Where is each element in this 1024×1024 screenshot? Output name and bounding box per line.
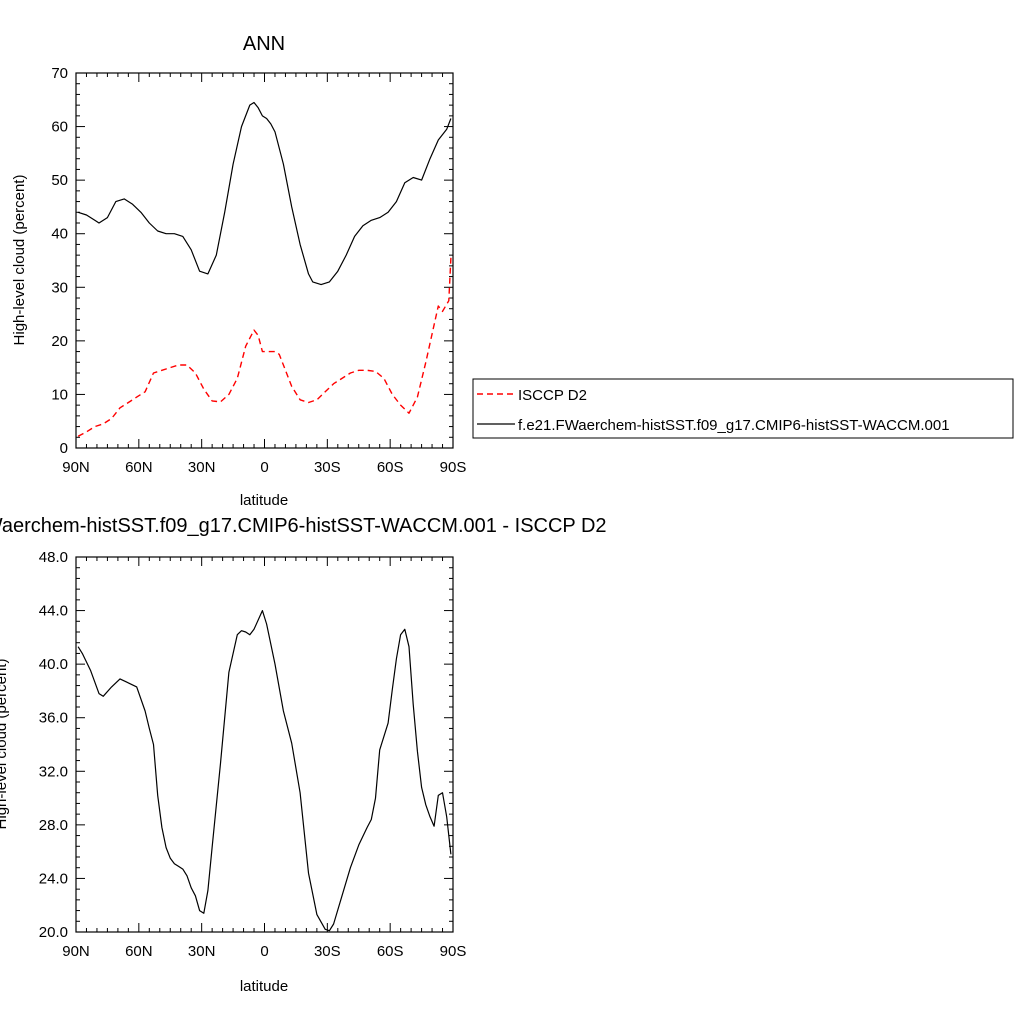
y-tick-label: 28.0 [39,817,68,834]
series-line-0 [77,257,452,437]
x-tick-label: 90N [62,459,90,476]
top-panel-y-axis-label: High-level cloud (percent) [11,175,28,346]
x-tick-label: 60N [125,943,153,960]
x-tick-label: 0 [260,459,268,476]
top-panel-plot-frame [75,72,454,449]
y-tick-label: 24.0 [39,870,68,887]
x-tick-label: 60S [377,943,404,960]
y-tick-label: 0 [60,440,68,457]
y-tick-label: 10 [51,386,68,403]
y-tick-label: 20 [51,333,68,350]
x-tick-label: 0 [260,943,268,960]
bottom-panel-x-axis-label: latitude [240,978,288,995]
x-tick-label: 30N [188,943,216,960]
x-tick-label: 60S [377,459,404,476]
y-tick-label: 40 [51,226,68,243]
y-tick-label: 44.0 [39,603,68,620]
bottom-panel-y-axis-label: High-level cloud (percent) [0,659,10,830]
series-line-0 [77,609,452,932]
y-tick-label: 32.0 [39,763,68,780]
bottom-panel-plot-frame [75,556,454,933]
y-tick-label: 50 [51,172,68,189]
x-tick-label: 60N [125,459,153,476]
y-tick-label: 48.0 [39,549,68,566]
series-line-1 [77,101,452,286]
top-panel-x-axis-label: latitude [240,492,288,509]
x-tick-label: 90S [440,943,467,960]
x-tick-label: 30S [314,943,341,960]
y-tick-label: 40.0 [39,656,68,673]
x-tick-label: 90S [440,459,467,476]
top-panel: ANN 90N 60N 30N 0 30S 60S 90S 0 10 20 30 40 50 60 70 l… [11,33,466,509]
top-panel-series [77,101,452,437]
y-tick-label: 30 [51,279,68,296]
legend-label-isccp: ISCCP D2 [518,387,587,404]
bottom-panel: f.e21.FWaerchem-histSST.f09_g17.CMIP6-hi… [0,515,607,995]
bottom-panel-ticks: 90N 60N 30N 0 30S 60S 90S 20.0 24.0 28.0 32.0 36.0 4… [39,549,467,960]
y-tick-label: 20.0 [39,924,68,941]
legend: ISCCP D2 f.e21.FWaerchem-histSST.f09_g17… [472,378,1014,439]
top-panel-title: ANN [243,33,285,55]
legend-label-model: f.e21.FWaerchem-histSST.f09_g17.CMIP6-hi… [518,417,950,434]
y-tick-label: 60 [51,119,68,136]
bottom-panel-title: f.e21.FWaerchem-histSST.f09_g17.CMIP6-hi… [0,515,607,537]
x-tick-label: 30S [314,459,341,476]
top-panel-ticks: 90N 60N 30N 0 30S 60S 90S 0 10 20 30 40 50 60 70 [51,65,466,476]
x-tick-label: 90N [62,943,90,960]
y-tick-label: 70 [51,65,68,82]
bottom-panel-series [77,609,452,932]
x-tick-label: 30N [188,459,216,476]
legend-box [472,378,1014,439]
y-tick-label: 36.0 [39,710,68,727]
